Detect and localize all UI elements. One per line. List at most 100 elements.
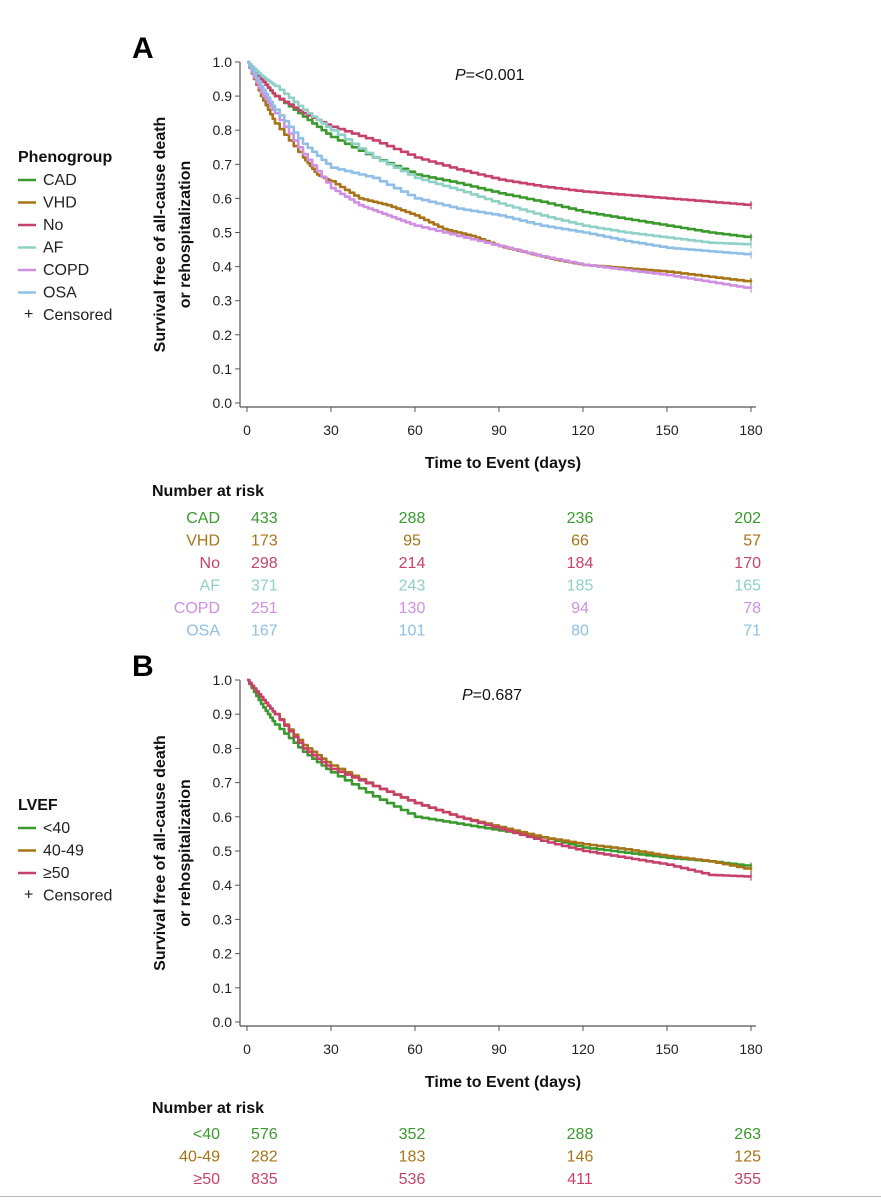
censored-marker-icon: +: [24, 887, 33, 904]
legend: LVEF <40 40-49 ≥50 + Censored: [18, 797, 112, 905]
chart-panel-b: B 0.0 0.1 0.2 0.3 0.4 0.5 0.6 0.7 0.8 0.9 1.0 0 30 60 9…: [18, 650, 763, 1188]
panel-letter: B: [132, 650, 154, 683]
bottom-rule: [0, 1196, 881, 1197]
y-tick-label: 0.9: [213, 706, 233, 722]
y-axis-title-line1: Survival free of all-cause death: [152, 117, 169, 353]
p-value: =0.687: [473, 687, 522, 704]
risk-value: 288: [399, 510, 426, 527]
y-tick-label: 0.0: [213, 1014, 233, 1030]
x-tick-label: 30: [323, 422, 339, 438]
risk-value: 371: [251, 578, 278, 595]
y-tick-label: 0.1: [213, 980, 233, 996]
panel-letter: A: [132, 32, 154, 65]
x-tick-label: 120: [571, 1041, 595, 1057]
risk-row-label: OSA: [186, 623, 220, 640]
x-tick-label: 90: [491, 1041, 507, 1057]
risk-value: 57: [743, 533, 761, 550]
x-tick-label: 30: [323, 1041, 339, 1057]
risk-value: 184: [567, 555, 594, 572]
risk-table-title: Number at risk: [152, 483, 264, 500]
y-tick-label: 0.2: [213, 327, 233, 343]
y-tick-label: 0.6: [213, 190, 233, 206]
legend-item-label: OSA: [43, 285, 77, 302]
risk-row-label: 40-49: [179, 1149, 220, 1166]
y-tick-label: 0.6: [213, 809, 233, 825]
legend-item-label: 40-49: [43, 843, 84, 860]
risk-value: 236: [567, 510, 594, 527]
x-tick-label: 180: [739, 1041, 763, 1057]
risk-value: 282: [251, 1149, 278, 1166]
y-axis-title-line2: or rehospitalization: [177, 779, 194, 927]
risk-value: 243: [399, 578, 426, 595]
y-tick-label: 0.3: [213, 911, 233, 927]
p-value-annotation: P=0.687: [462, 687, 522, 704]
risk-value: 355: [734, 1171, 761, 1188]
risk-table-title: Number at risk: [152, 1100, 264, 1117]
legend: Phenogroup CAD VHD No AF COPD OSA + Censored: [18, 149, 112, 324]
risk-value: 536: [399, 1171, 426, 1188]
x-tick-label: 180: [739, 422, 763, 438]
risk-value: 94: [571, 600, 589, 617]
p-label: P: [455, 67, 466, 84]
censored-marker-icon: +: [24, 306, 33, 323]
x-tick-label: 120: [571, 422, 595, 438]
risk-value: 185: [567, 578, 594, 595]
risk-row-label: CAD: [186, 510, 220, 527]
y-tick-label: 0.7: [213, 775, 233, 791]
series-line-No: [247, 60, 753, 206]
y-tick-label: 0.3: [213, 293, 233, 309]
legend-item-label: <40: [43, 820, 70, 837]
series-line-<40: [247, 678, 753, 867]
risk-value: 78: [743, 600, 761, 617]
series-line-40-49: [247, 678, 753, 870]
x-tick-label: 150: [655, 1041, 679, 1057]
y-tick-label: 0.8: [213, 740, 233, 756]
series-line-CAD: [247, 60, 753, 239]
y-tick-label: 1.0: [213, 54, 233, 70]
risk-value: 173: [251, 533, 278, 550]
y-tick-label: 0.4: [213, 877, 233, 893]
y-tick-label: 0.4: [213, 259, 233, 275]
risk-row-label: COPD: [174, 600, 220, 617]
p-label: P: [462, 687, 473, 704]
p-value: =<0.001: [466, 67, 525, 84]
legend-title: Phenogroup: [18, 149, 112, 166]
legend-item-label: COPD: [43, 262, 89, 279]
chart-panel-a: A 0.0 0.1 0.2 0.3 0.4 0.5 0.6 0.7 0.8 0.9 1.0 0 30 60 9…: [18, 32, 763, 640]
risk-row-label: AF: [200, 578, 221, 595]
x-tick-label: 150: [655, 422, 679, 438]
risk-value: 165: [734, 578, 761, 595]
x-tick-label: 60: [407, 1041, 423, 1057]
y-tick-label: 1.0: [213, 672, 233, 688]
risk-value: 146: [567, 1149, 594, 1166]
y-tick-label: 0.9: [213, 88, 233, 104]
risk-value: 130: [399, 600, 426, 617]
risk-row-label: ≥50: [193, 1171, 220, 1188]
series-line-AF: [247, 60, 753, 246]
risk-value: 251: [251, 600, 278, 617]
series-line-≥50: [247, 678, 753, 878]
legend-item-label: VHD: [43, 195, 77, 212]
risk-value: 433: [251, 510, 278, 527]
y-axis-title-line1: Survival free of all-cause death: [152, 735, 169, 971]
risk-value: 80: [571, 623, 589, 640]
risk-row-label: No: [200, 555, 221, 572]
x-tick-label: 60: [407, 422, 423, 438]
risk-value: 835: [251, 1171, 278, 1188]
risk-value: 66: [571, 533, 589, 550]
risk-value: 576: [251, 1126, 278, 1143]
y-tick-label: 0.5: [213, 225, 233, 241]
risk-value: 95: [403, 533, 421, 550]
x-axis-title: Time to Event (days): [425, 455, 581, 472]
y-axis-title-line2: or rehospitalization: [177, 161, 194, 309]
x-tick-label: 90: [491, 422, 507, 438]
risk-value: 71: [743, 623, 761, 640]
risk-value: 101: [399, 623, 426, 640]
risk-value: 411: [567, 1171, 593, 1188]
risk-value: 298: [251, 555, 278, 572]
legend-title: LVEF: [18, 797, 58, 814]
legend-item-label: No: [43, 217, 64, 234]
series-line-COPD: [247, 60, 753, 289]
risk-value: 202: [734, 510, 761, 527]
legend-censored-label: Censored: [43, 307, 112, 324]
